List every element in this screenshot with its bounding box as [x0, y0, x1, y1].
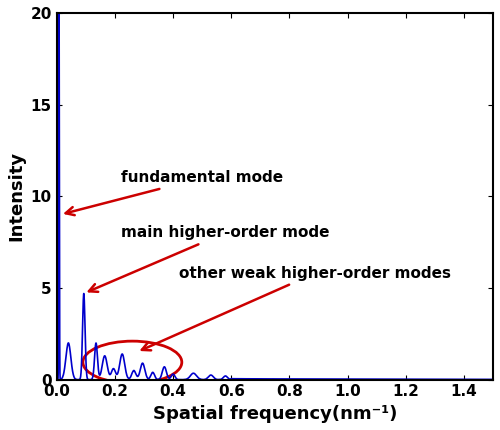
- Y-axis label: Intensity: Intensity: [7, 151, 25, 241]
- Text: fundamental mode: fundamental mode: [66, 170, 283, 215]
- Text: main higher-order mode: main higher-order mode: [89, 225, 329, 292]
- Text: other weak higher-order modes: other weak higher-order modes: [142, 266, 451, 350]
- X-axis label: Spatial frequency(nm⁻¹): Spatial frequency(nm⁻¹): [152, 405, 397, 423]
